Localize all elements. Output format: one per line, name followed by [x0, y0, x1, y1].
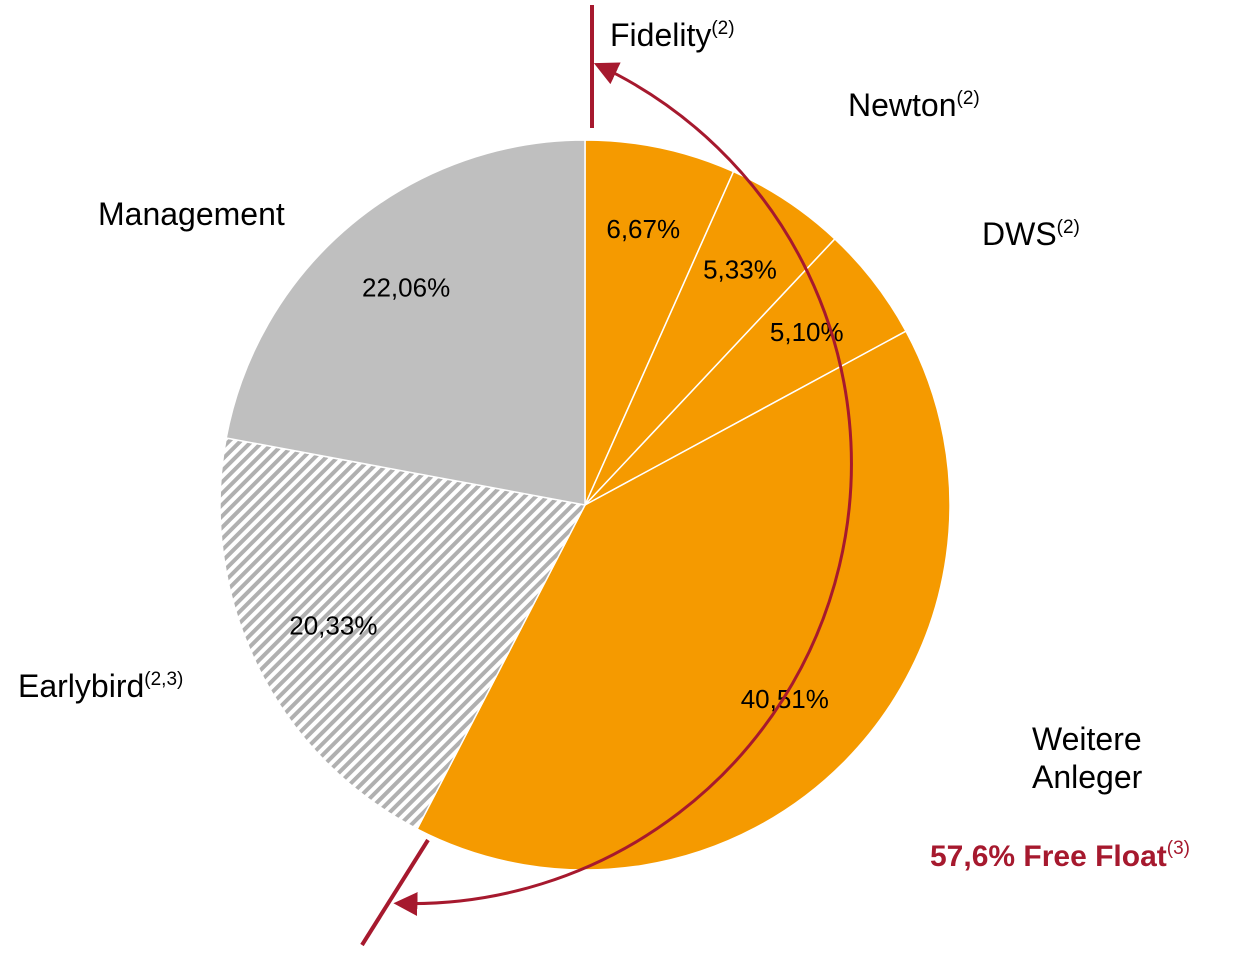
slice-name: Fidelity(2)	[610, 16, 735, 54]
value-label: 6,67%	[606, 214, 680, 244]
value-label: 5,33%	[703, 255, 777, 285]
slice-name: Earlybird(2,3)	[18, 667, 183, 705]
separator-bottom	[360, 838, 430, 947]
name-text: Earlybird	[18, 668, 145, 704]
name-note: (2)	[1056, 217, 1080, 238]
name-text: Management	[98, 196, 285, 232]
name-text: Newton	[848, 87, 957, 123]
name-note: (2)	[956, 88, 980, 109]
annotation-note: (3)	[1166, 838, 1190, 859]
name-note: (2,3)	[144, 669, 184, 690]
slice-name: DWS(2)	[982, 215, 1080, 253]
free-float-arc	[393, 62, 853, 916]
annotation: 57,6% Free Float(3)	[930, 838, 1190, 874]
slices: 6,67%5,33%5,10%40,51%20,33%22,06%	[219, 139, 951, 871]
slice-name: Weitere Anleger	[1032, 720, 1172, 796]
name-text: Weitere Anleger	[1032, 721, 1143, 795]
value-label: 20,33%	[289, 611, 377, 641]
slice-name: Newton(2)	[848, 86, 980, 124]
annotation-text: 57,6% Free Float	[930, 840, 1167, 873]
name-text: Fidelity	[610, 17, 712, 53]
slice-name: Management	[98, 195, 285, 233]
name-note: (2)	[711, 18, 735, 39]
value-label: 22,06%	[362, 272, 450, 302]
name-text: DWS	[982, 216, 1057, 252]
